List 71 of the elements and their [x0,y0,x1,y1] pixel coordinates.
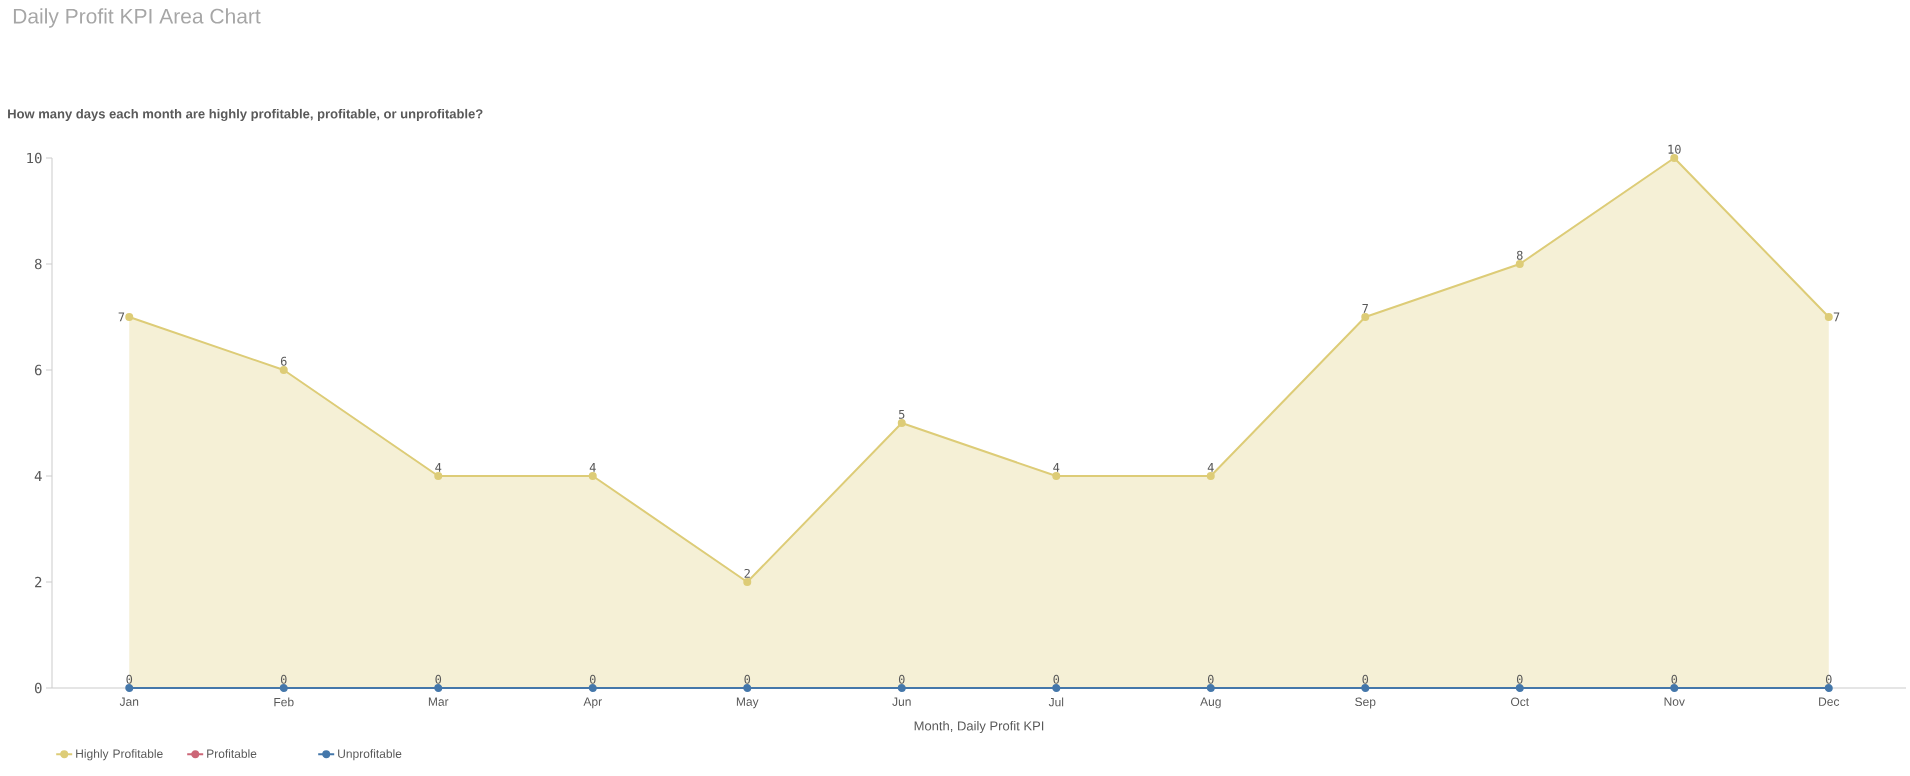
data-label: 0 [280,674,287,684]
point [1361,313,1370,321]
data-label: 0 [589,674,596,684]
point [434,472,443,480]
y-tick-label: 4 [34,470,42,482]
x-tick-label: Jul [1048,697,1064,707]
y-tick-label: 0 [34,682,42,694]
point [897,684,906,692]
point [1206,684,1215,692]
y-tick-label: 10 [27,152,42,164]
point [897,419,906,427]
point [125,684,134,692]
data-label: 4 [1053,463,1060,472]
x-tick-label: May [736,697,759,709]
x-tick-label: Feb [274,697,294,707]
data-label: 0 [1825,674,1832,684]
data-label: 0 [126,674,133,684]
point [434,684,443,692]
x-tick-label: Apr [583,697,602,709]
data-label: 0 [1516,674,1523,684]
point [743,578,752,586]
point [1515,259,1524,268]
point [279,366,288,374]
point [1824,313,1833,321]
x-axis-title: Month, Daily Profit KPI [914,720,1044,734]
x-tick-label: Mar [428,697,449,706]
legend-label: Profitable [207,749,257,758]
point [1361,684,1370,692]
data-label: 6 [280,356,287,366]
data-label: 0 [1207,674,1214,684]
data-label: 8 [1516,250,1523,260]
data-label: 2 [744,568,750,578]
data-label: 0 [744,674,751,684]
data-label: 4 [435,463,442,472]
point [1670,684,1679,692]
x-tick-label: Aug [1200,697,1221,709]
point [1052,472,1061,480]
data-label: 0 [1362,674,1369,684]
x-tick-label: Jun [892,697,911,706]
chart-subtitle: How many days each month are highly profitable, profitable, or unprofitable? [8,108,483,122]
data-label: 4 [589,463,596,472]
x-tick-label: Jan [119,697,139,706]
data-label: 7 [1833,312,1840,322]
x-tick-label: Nov [1664,697,1685,706]
point [588,472,597,480]
data-label: 4 [1207,463,1214,472]
data-label: 7 [1362,304,1368,313]
data-label: 0 [1053,674,1060,684]
point [125,313,134,321]
data-label: 10 [1668,144,1681,154]
legend-label: Highly Profitable [76,749,163,761]
point [1052,684,1061,692]
x-tick-label: Dec [1819,697,1840,706]
point [1515,684,1524,692]
y-tick-label: 2 [35,576,42,588]
data-label: 0 [435,674,442,684]
data-label: 0 [1671,674,1678,684]
data-label: 0 [898,674,905,684]
x-tick-label: Sep [1355,697,1376,709]
data-label: 5 [898,409,905,419]
chart-title: Daily Profit KPI Area Chart [13,8,261,28]
y-tick-label: 6 [34,364,42,376]
point [1206,472,1215,480]
point [743,684,752,692]
point [279,684,288,692]
point [588,684,597,692]
x-tick-label: Oct [1511,697,1530,707]
data-label: 7 [118,312,125,322]
point [1824,684,1833,692]
y-tick-label: 8 [34,258,42,270]
legend-label: Unprofitable [338,749,402,761]
